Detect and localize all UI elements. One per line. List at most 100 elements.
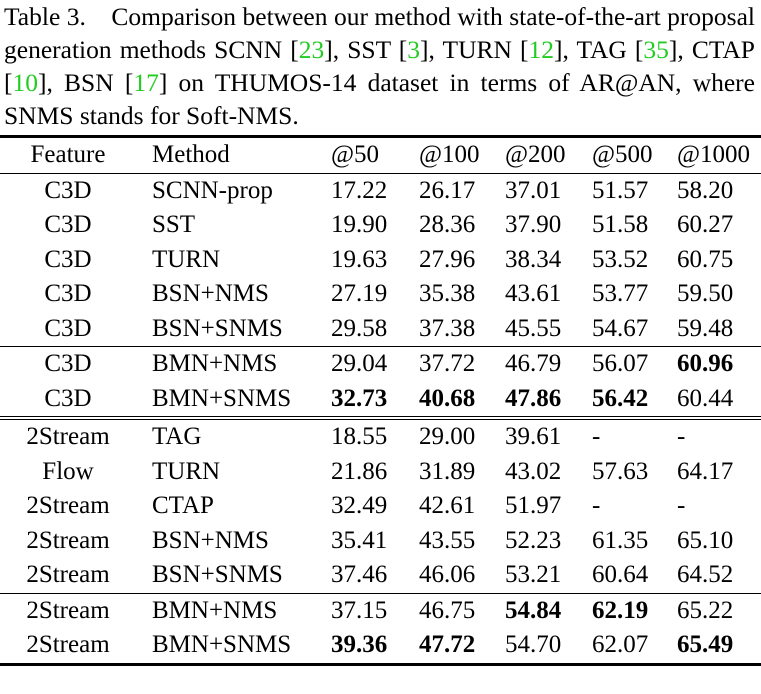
table-cell: C3D	[44, 245, 92, 273]
table-cell: 19.63	[331, 245, 388, 273]
table-cell: 17.22	[331, 176, 388, 204]
table-cell: 65.22	[677, 596, 734, 624]
table-cell: 32.73	[331, 384, 388, 412]
citation: 12	[528, 35, 554, 64]
table-cell: CTAP	[152, 492, 214, 519]
table-cell: BMN+NMS	[152, 596, 278, 624]
table-cell: 57.63	[592, 457, 649, 485]
table-cell: BSN+SNMS	[152, 561, 283, 588]
table-cell: BSN+SNMS	[152, 314, 283, 342]
table-cell: 62.07	[592, 631, 649, 658]
table-cell: 47.86	[505, 384, 562, 412]
table-cell: 38.34	[505, 245, 562, 273]
table-cell: 53.52	[592, 245, 649, 273]
table-cell: 60.44	[677, 384, 734, 412]
table-cell: 45.55	[505, 314, 562, 342]
table-cell: Flow	[42, 457, 94, 485]
table-cell: 60.27	[677, 211, 734, 238]
column-header: @1000	[677, 141, 751, 168]
table-row: C3D BSN+NMS 27.19 35.38 43.61 53.77 59.50	[0, 277, 761, 312]
table-cell: 54.84	[505, 596, 562, 624]
table-cell: 27.96	[419, 245, 476, 273]
citation: 23	[298, 35, 325, 64]
table-cell: 19.90	[331, 211, 388, 238]
column-header: @200	[505, 141, 566, 168]
table-row: C3D BMN+NMS 29.04 37.72 46.79 56.07 60.96	[0, 346, 761, 382]
table-cell: 54.70	[505, 631, 562, 658]
table-cell: 28.36	[419, 211, 476, 238]
caption-text: ], CTAP [	[4, 35, 755, 97]
caption-text: ], TURN [	[420, 35, 529, 64]
table-row: 2Stream CTAP 32.49 42.61 51.97 - -	[0, 489, 761, 524]
table-cell: 35.38	[419, 280, 476, 307]
table-cell: 2Stream	[26, 561, 110, 588]
table-row: 2Stream BMN+SNMS 39.36 47.72 54.70 62.07 65.49	[0, 628, 761, 664]
table-cell: SST	[152, 211, 196, 238]
table-row: 2Stream BMN+NMS 37.15 46.75 54.84 62.19 65.22	[0, 593, 761, 628]
table-cell: 21.86	[331, 457, 388, 485]
table-cell: BMN+NMS	[152, 350, 278, 377]
table-cell: 65.10	[677, 526, 734, 554]
table-cell: C3D	[44, 350, 92, 377]
table-cell: 58.20	[677, 176, 734, 204]
table-cell: 56.07	[592, 350, 649, 377]
row-group: 2Stream BMN+NMS 37.15 46.75 54.84 62.19 65.22 2…	[0, 593, 761, 664]
table-cell: C3D	[44, 211, 92, 238]
table-cell: -	[677, 423, 686, 450]
table-cell: 42.61	[419, 492, 476, 519]
table-cell: 60.75	[677, 245, 734, 273]
caption-text: ], SST [	[324, 35, 408, 64]
table-cell: 54.67	[592, 314, 649, 342]
table-cell: 40.68	[419, 384, 476, 412]
table-row: C3D BSN+SNMS 29.58 37.38 45.55 54.67 59.48	[0, 312, 761, 347]
table-cell: 32.49	[331, 492, 388, 519]
table-cell: 37.46	[331, 561, 388, 588]
table-cell: TURN	[152, 245, 221, 273]
table-cell: 29.00	[419, 423, 476, 450]
row-group: 2Stream TAG 18.55 29.00 39.61 - - Flow TURN 21.86…	[0, 418, 761, 593]
table-cell: 46.79	[505, 350, 562, 377]
table-cell: 60.96	[677, 350, 734, 377]
table-cell: 53.77	[592, 280, 649, 307]
citation: 10	[12, 68, 39, 97]
table-cell: 29.58	[331, 314, 388, 342]
caption-text: Table 3. Comparison between our method w…	[4, 2, 755, 64]
table-cell: 46.06	[419, 561, 476, 588]
citation: 17	[133, 68, 159, 97]
table-row: Flow TURN 21.86 31.89 43.02 57.63 64.17	[0, 455, 761, 490]
table-cell: 52.23	[505, 526, 562, 554]
caption-text: ], BSN [	[38, 68, 134, 97]
table-caption: Table 3. Comparison between our method w…	[0, 0, 761, 132]
results-table: Feature Method @50 @100 @200 @500 @1000 C3D SCN…	[0, 135, 761, 666]
table-cell: 37.72	[419, 350, 476, 377]
table-cell: TAG	[152, 423, 202, 450]
column-header: Feature	[30, 141, 106, 168]
column-header: @100	[419, 141, 480, 168]
table-cell: 64.52	[677, 561, 734, 588]
table-cell: -	[592, 492, 601, 519]
column-header: Method	[152, 141, 230, 168]
table-row: 2Stream BSN+SNMS 37.46 46.06 53.21 60.64 64.52	[0, 558, 761, 593]
table-cell: BSN+NMS	[152, 280, 269, 307]
table-cell: 2Stream	[26, 526, 110, 554]
table-cell: C3D	[44, 314, 92, 342]
table-cell: 37.01	[505, 176, 562, 204]
table-cell: 43.55	[419, 526, 476, 554]
table-row: C3D SST 19.90 28.36 37.90 51.58 60.27	[0, 208, 761, 243]
table-cell: 60.64	[592, 561, 649, 588]
table-cell: 39.36	[331, 631, 388, 658]
table-cell: 64.17	[677, 457, 734, 485]
table-cell: 53.21	[505, 561, 562, 588]
table-cell: 37.15	[331, 596, 388, 624]
table-cell: 37.38	[419, 314, 476, 342]
table-cell: 56.42	[592, 384, 649, 412]
table-row: 2Stream BSN+NMS 35.41 43.55 52.23 61.35 65.10	[0, 524, 761, 559]
table-cell: C3D	[44, 384, 92, 412]
table-cell: 26.17	[419, 176, 476, 204]
table-cell: C3D	[44, 280, 92, 307]
table-row: C3D SCNN-prop 17.22 26.17 37.01 51.57 58.20	[0, 173, 761, 208]
table-cell: 43.61	[505, 280, 562, 307]
table-cell: 2Stream	[26, 596, 110, 624]
table-cell: 59.50	[677, 280, 734, 307]
